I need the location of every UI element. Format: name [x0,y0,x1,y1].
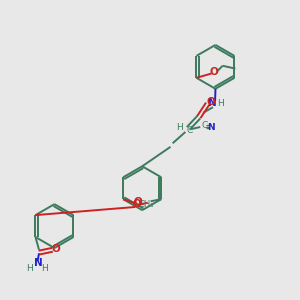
Text: H: H [26,264,33,273]
Text: H: H [218,99,224,108]
Text: O: O [134,197,142,207]
Text: C: C [201,122,207,130]
Text: N: N [208,98,217,108]
Text: O: O [51,244,60,254]
Text: O: O [132,199,141,209]
Text: O: O [210,67,218,77]
Text: CH₃: CH₃ [139,200,154,209]
Text: N: N [34,258,42,268]
Text: N: N [207,123,215,132]
Text: C: C [187,126,193,135]
Text: H: H [176,122,182,131]
Text: H: H [41,264,48,273]
Text: O: O [206,97,215,106]
